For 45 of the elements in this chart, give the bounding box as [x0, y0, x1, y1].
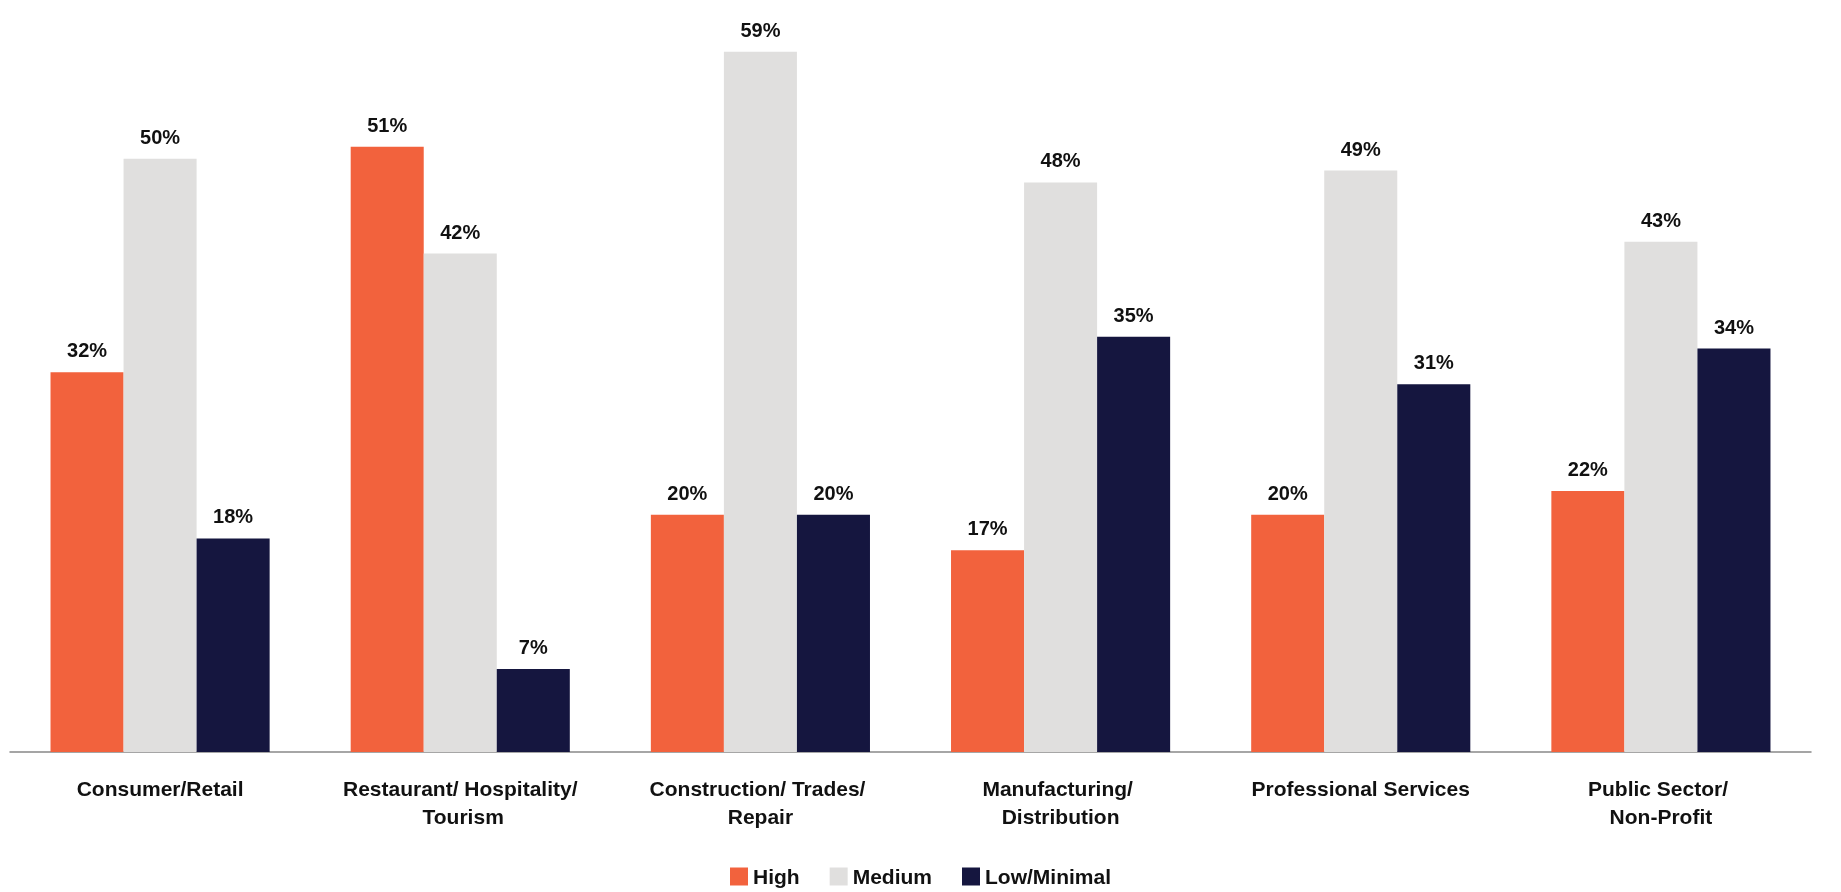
data-label: 42% — [440, 220, 481, 243]
data-label: 20% — [1267, 481, 1308, 504]
legend-label: High — [753, 865, 800, 888]
x-tick-label: Consumer/Retail — [76, 776, 244, 800]
data-label: 20% — [813, 481, 854, 504]
data-label: 49% — [1340, 137, 1381, 160]
bar — [50, 372, 124, 752]
data-label: 59% — [740, 18, 781, 41]
bar — [1624, 241, 1698, 752]
bar — [1697, 348, 1771, 752]
bar — [1024, 182, 1098, 752]
data-label: 48% — [1040, 149, 1081, 172]
x-tick-label: Professional Services — [1251, 776, 1470, 800]
bar — [650, 514, 724, 752]
data-label: 20% — [667, 481, 708, 504]
bar — [1324, 170, 1398, 752]
x-tick-label: Construction/ Trades/ Repair — [649, 776, 872, 828]
x-tick-label: Restaurant/ Hospitality/ Tourism — [342, 776, 578, 828]
data-label: 32% — [67, 339, 108, 362]
data-label: 51% — [367, 113, 408, 136]
data-label: 43% — [1640, 208, 1682, 231]
legend-label: Medium — [852, 865, 932, 888]
bar — [1397, 384, 1471, 752]
bar — [496, 668, 570, 752]
data-label: 50% — [140, 125, 181, 148]
data-label: 35% — [1113, 303, 1154, 326]
bar — [423, 253, 497, 752]
bar — [350, 146, 424, 752]
bar — [951, 550, 1025, 752]
bar — [123, 158, 197, 752]
data-label: 7% — [518, 635, 548, 658]
x-tick-label: Public Sector/ Non-Profit — [1587, 776, 1734, 828]
bar — [1551, 490, 1625, 752]
data-label: 34% — [1713, 315, 1755, 338]
bar — [196, 538, 270, 752]
bar — [1097, 336, 1171, 752]
data-label: 22% — [1567, 457, 1609, 480]
bar — [796, 514, 870, 752]
data-label: 18% — [213, 505, 254, 528]
bar — [1251, 514, 1325, 752]
legend-label: Low/Minimal — [984, 865, 1111, 888]
data-label: 17% — [967, 517, 1008, 540]
data-label: 31% — [1413, 351, 1455, 374]
x-tick-label: Manufacturing/ Distribution — [982, 776, 1139, 828]
bar — [723, 51, 797, 752]
